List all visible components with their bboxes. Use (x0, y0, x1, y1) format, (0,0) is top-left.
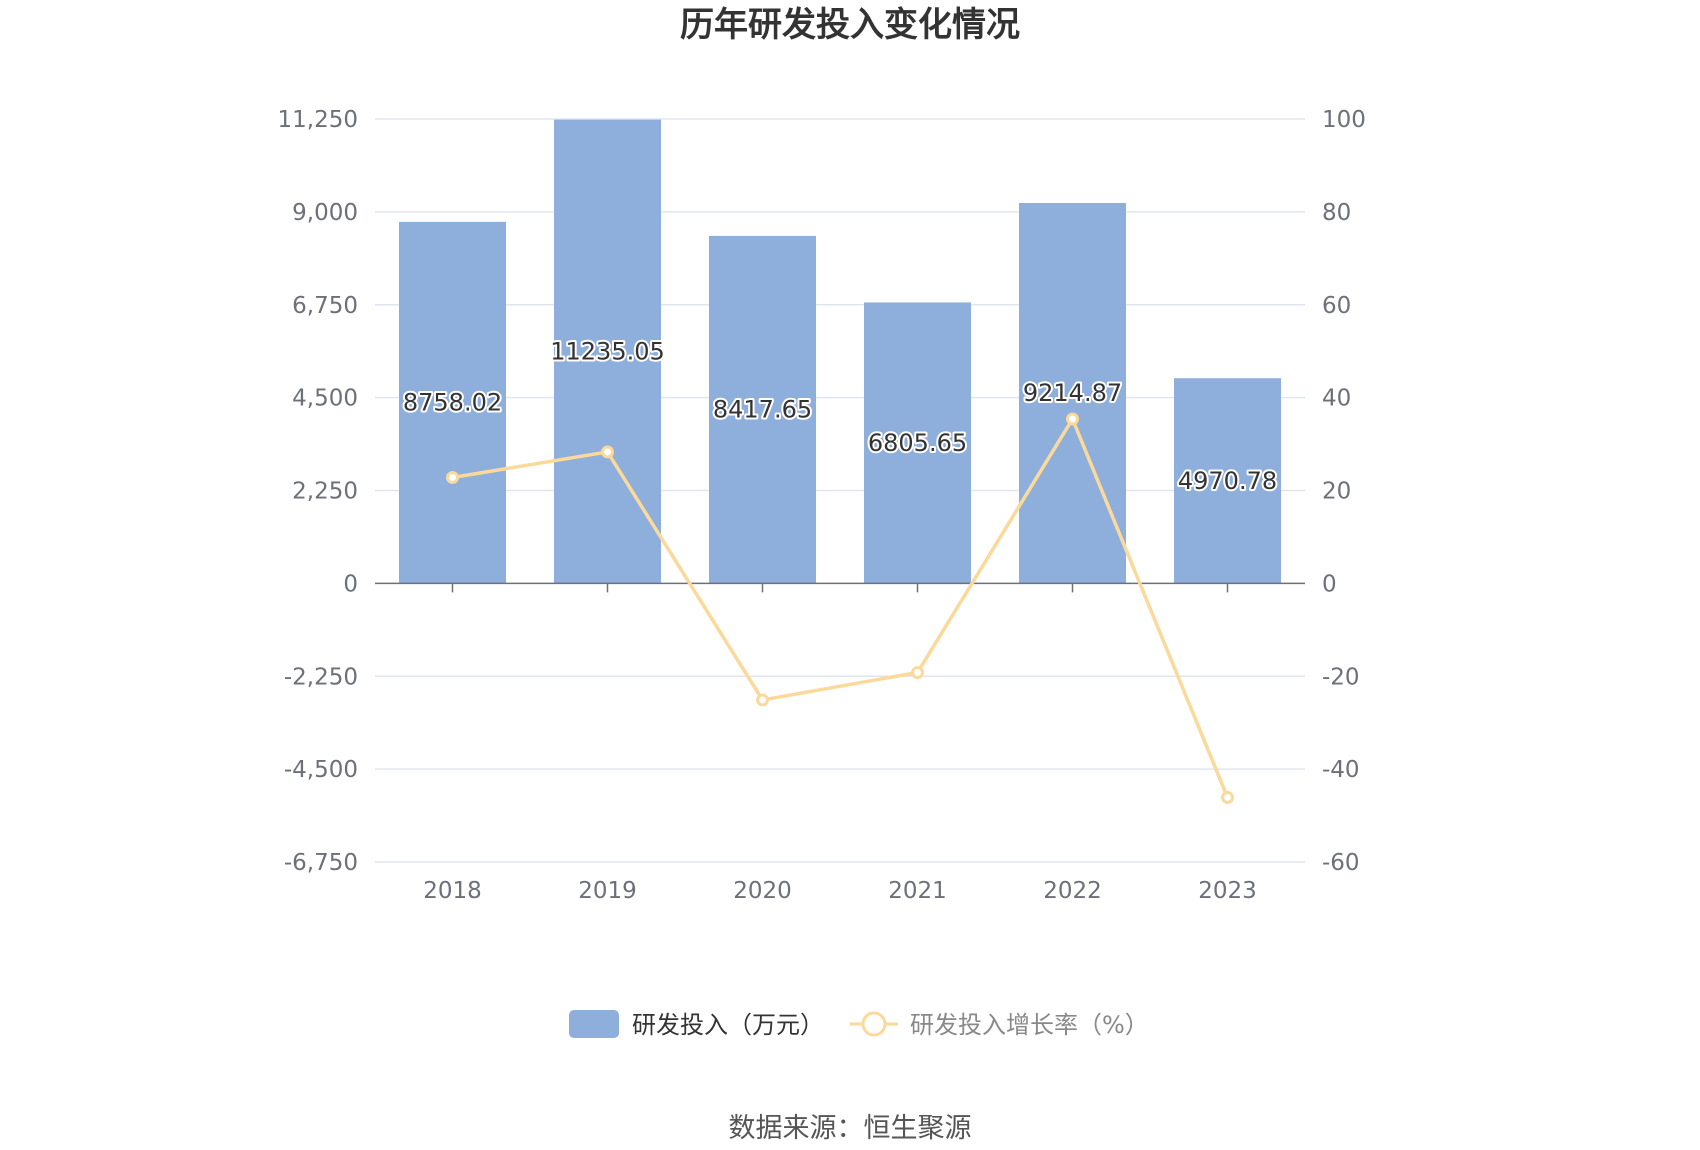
x-axis: 2018 2019 2020 2021 2022 2023 (375, 582, 1305, 904)
bar-series (399, 119, 1281, 584)
x-tick-label: 2022 (1043, 878, 1102, 904)
y-right-tick-label: 80 (1322, 200, 1351, 226)
line-point (1221, 790, 1234, 804)
bar-data-labels: 8758.02 11235.05 8417.65 6805.65 9214.87 4970… (401, 335, 1279, 496)
bar-data-label: 8417.65 (713, 396, 812, 424)
y-left-tick-label: 0 (343, 571, 358, 597)
line-point (446, 470, 459, 484)
bar-data-label: 8758.02 (403, 389, 502, 417)
bar (399, 221, 506, 584)
y-left-tick-label: 9,000 (292, 200, 358, 226)
legend-line-label: 研发投入增长率（%） (910, 1011, 1149, 1039)
grid-lines (375, 118, 1305, 863)
x-tick-label: 2021 (888, 878, 947, 904)
x-tick-label: 2019 (578, 878, 637, 904)
y-right-tick-label: -60 (1322, 850, 1360, 876)
y-right-tick-label: 100 (1322, 107, 1366, 133)
bar-data-label: 4970.78 (1178, 467, 1277, 495)
y-right-tick-label: -40 (1322, 757, 1360, 783)
y-left-tick-label: 6,750 (292, 293, 358, 319)
y-left-tick-label: -2,250 (284, 664, 358, 690)
bar-data-label: 9214.87 (1023, 379, 1122, 407)
legend-bar-label: 研发投入（万元） (632, 1011, 824, 1039)
x-tick-label: 2018 (423, 878, 482, 904)
line-point (1066, 412, 1079, 426)
legend-bar-swatch (569, 1010, 619, 1038)
data-source: 数据来源：恒生聚源 (729, 1113, 972, 1144)
line-series (446, 412, 1234, 804)
legend-item-bar[interactable]: 研发投入（万元） (569, 1010, 824, 1039)
bar-data-label: 11235.05 (550, 337, 665, 365)
y-left-tick-label: 11,250 (278, 107, 358, 133)
bar (864, 302, 971, 584)
line-point (756, 693, 769, 707)
line-point (911, 666, 924, 680)
y-left-tick-label: -4,500 (284, 757, 358, 783)
bar (1174, 378, 1281, 584)
chart-title: 历年研发投入变化情况 (680, 5, 1020, 45)
bar (709, 235, 816, 584)
y-left-tick-label: 2,250 (292, 479, 358, 505)
y-right-tick-label: 20 (1322, 479, 1351, 505)
legend: 研发投入（万元） 研发投入增长率（%） (569, 1010, 1149, 1039)
bar-data-label: 6805.65 (868, 429, 967, 457)
y-left-tick-label: 4,500 (292, 386, 358, 412)
legend-item-line[interactable]: 研发投入增长率（%） (850, 1011, 1149, 1039)
y-right-tick-label: 60 (1322, 293, 1351, 319)
y-right-tick-label: 40 (1322, 386, 1351, 412)
legend-line-marker (861, 1011, 887, 1037)
x-tick-label: 2020 (733, 878, 792, 904)
y-axis-right: 100 80 60 40 20 0 -20 -40 -60 (1322, 107, 1366, 876)
bar (1019, 203, 1126, 584)
y-axis-left: 11,250 9,000 6,750 4,500 2,250 0 -2,250 -4,500 -… (278, 107, 358, 876)
y-right-tick-label: 0 (1322, 571, 1337, 597)
line-point (601, 445, 614, 459)
x-tick-label: 2023 (1198, 878, 1257, 904)
growth-line (452, 417, 1230, 799)
y-left-tick-label: -6,750 (284, 850, 358, 876)
y-right-tick-label: -20 (1322, 664, 1360, 690)
